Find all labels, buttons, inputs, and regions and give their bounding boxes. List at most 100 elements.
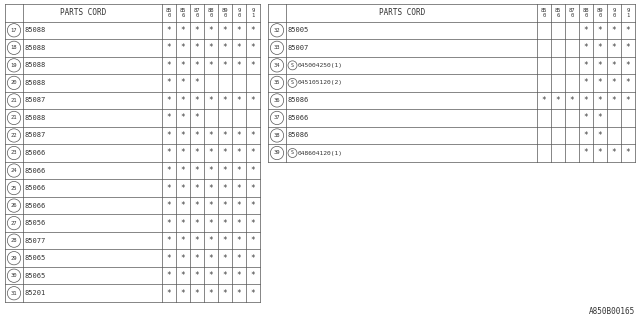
Text: *: * [598, 148, 602, 157]
Text: *: * [209, 131, 213, 140]
Text: 28: 28 [11, 238, 17, 243]
Text: 88
0: 88 0 [583, 8, 589, 18]
Text: 23: 23 [11, 150, 17, 156]
Text: 85
6: 85 6 [180, 8, 186, 18]
Text: 85
6: 85 6 [555, 8, 561, 18]
Text: *: * [251, 254, 255, 263]
Text: *: * [195, 219, 199, 228]
Text: 9
0: 9 0 [612, 8, 616, 18]
Text: *: * [237, 184, 241, 193]
Text: 85088: 85088 [24, 80, 45, 86]
Text: *: * [251, 96, 255, 105]
Text: *: * [223, 219, 227, 228]
Text: *: * [584, 131, 588, 140]
Text: *: * [209, 219, 213, 228]
Text: *: * [195, 236, 199, 245]
Text: 045004250(1): 045004250(1) [298, 63, 343, 68]
Text: *: * [180, 236, 186, 245]
Text: *: * [598, 131, 602, 140]
Text: 85
0: 85 0 [166, 8, 172, 18]
Text: *: * [195, 254, 199, 263]
Text: *: * [612, 61, 616, 70]
Text: *: * [180, 201, 186, 210]
Text: *: * [598, 114, 602, 123]
Text: S: S [291, 63, 294, 68]
Text: *: * [251, 61, 255, 70]
Text: *: * [584, 96, 588, 105]
Text: 89
0: 89 0 [221, 8, 228, 18]
Text: *: * [180, 148, 186, 157]
Text: *: * [584, 61, 588, 70]
Text: *: * [209, 236, 213, 245]
Text: S: S [291, 80, 294, 85]
Text: *: * [251, 131, 255, 140]
Text: *: * [223, 271, 227, 280]
Text: *: * [166, 61, 172, 70]
Text: *: * [612, 148, 616, 157]
Text: A850B00165: A850B00165 [589, 307, 635, 316]
Text: 85065: 85065 [24, 255, 45, 261]
Text: *: * [223, 289, 227, 298]
Text: 30: 30 [11, 273, 17, 278]
Text: *: * [237, 219, 241, 228]
Text: 9
0: 9 0 [237, 8, 241, 18]
Text: 19: 19 [11, 63, 17, 68]
Text: 85056: 85056 [24, 220, 45, 226]
Text: 85065: 85065 [24, 273, 45, 279]
Text: *: * [626, 148, 630, 157]
Text: *: * [166, 78, 172, 87]
Text: *: * [598, 78, 602, 87]
Text: *: * [612, 26, 616, 35]
Text: *: * [598, 96, 602, 105]
Text: 9
1: 9 1 [627, 8, 630, 18]
Text: *: * [612, 78, 616, 87]
Text: *: * [223, 43, 227, 52]
Text: *: * [223, 131, 227, 140]
Text: *: * [195, 26, 199, 35]
Text: *: * [556, 96, 560, 105]
Text: *: * [195, 114, 199, 123]
Text: 85088: 85088 [24, 62, 45, 68]
Text: 33: 33 [274, 45, 280, 50]
Text: *: * [166, 96, 172, 105]
Text: PARTS CORD: PARTS CORD [60, 8, 107, 17]
Text: *: * [180, 131, 186, 140]
Text: *: * [223, 61, 227, 70]
Text: 85201: 85201 [24, 290, 45, 296]
Text: *: * [166, 201, 172, 210]
Text: 88
0: 88 0 [208, 8, 214, 18]
Text: *: * [166, 219, 172, 228]
Text: *: * [209, 148, 213, 157]
Text: *: * [251, 26, 255, 35]
Text: *: * [570, 96, 574, 105]
Text: *: * [209, 166, 213, 175]
Text: *: * [237, 148, 241, 157]
Text: 32: 32 [274, 28, 280, 33]
Text: *: * [598, 61, 602, 70]
Text: 21: 21 [11, 98, 17, 103]
Text: *: * [166, 184, 172, 193]
Text: *: * [223, 201, 227, 210]
Text: *: * [223, 184, 227, 193]
Text: *: * [584, 114, 588, 123]
Text: *: * [237, 236, 241, 245]
Text: *: * [209, 271, 213, 280]
Text: *: * [209, 26, 213, 35]
Text: *: * [209, 96, 213, 105]
Text: *: * [251, 43, 255, 52]
Text: S: S [291, 150, 294, 156]
Text: 37: 37 [274, 116, 280, 120]
Text: *: * [251, 271, 255, 280]
Text: 85066: 85066 [24, 185, 45, 191]
Text: *: * [166, 26, 172, 35]
Text: *: * [223, 254, 227, 263]
Text: *: * [598, 43, 602, 52]
Text: 25: 25 [11, 186, 17, 190]
Text: *: * [166, 166, 172, 175]
Text: *: * [166, 236, 172, 245]
Text: *: * [237, 271, 241, 280]
Text: *: * [195, 184, 199, 193]
Text: 85066: 85066 [24, 150, 45, 156]
Text: 85087: 85087 [24, 132, 45, 139]
Text: 85088: 85088 [24, 115, 45, 121]
